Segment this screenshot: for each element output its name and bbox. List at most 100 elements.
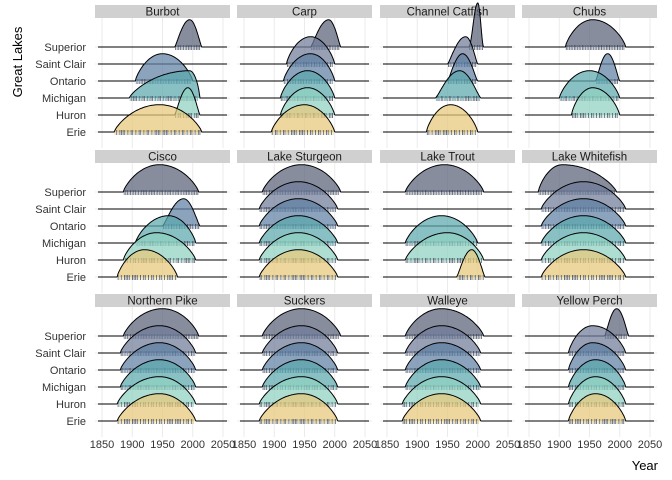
ridge-density-outline: [240, 342, 369, 371]
y-tick-label: Ontario: [50, 221, 86, 233]
ridge-density-outline: [383, 249, 512, 278]
ridge-density-fill: [120, 325, 196, 353]
facet-strip: [522, 150, 657, 163]
ridge-density-outline: [98, 393, 227, 422]
ridge-density-fill: [402, 393, 481, 421]
facet-strip-label: Suckers: [284, 296, 326, 308]
facet-strip-label: Lake Whitefish: [552, 152, 627, 164]
ridge-density-fill: [405, 164, 484, 192]
ridge-erie: [98, 249, 227, 280]
facet-panel: Carp: [237, 5, 372, 148]
x-tick-label: 2000: [181, 439, 205, 451]
x-tick-label: 1900: [262, 439, 286, 451]
y-axis-title: Great Lakes: [10, 26, 25, 97]
facet-strip: [380, 294, 515, 307]
ridge-density-outline: [240, 376, 369, 405]
x-tick-label: 1900: [547, 439, 571, 451]
facet-strip: [95, 150, 230, 163]
ridge-erie: [240, 249, 369, 280]
facet-panel: Lake Sturgeon: [237, 150, 372, 293]
ridge-density-outline: [98, 53, 227, 82]
ridge-density-outline: [525, 70, 654, 99]
ridge-density-outline: [525, 325, 654, 354]
ridge-superior: [525, 308, 654, 339]
facet-panel: Lake Whitefish: [522, 150, 657, 293]
x-tick-label: 1900: [405, 439, 429, 451]
x-tick-label: 1850: [375, 439, 399, 451]
ridge-density-fill: [123, 164, 199, 192]
ridge-density-outline: [525, 215, 654, 244]
y-tick-label: Superior: [44, 331, 86, 343]
y-tick-label: Superior: [44, 42, 86, 54]
facet-strip-label: Carp: [292, 7, 317, 19]
ridge-density-fill: [174, 87, 201, 115]
facet-strip: [237, 5, 372, 18]
facet-strip-label: Chubs: [573, 7, 606, 19]
ridge-density-outline: [383, 308, 512, 337]
ridge-density-outline: [525, 198, 654, 227]
ridge-density-fill: [568, 342, 626, 370]
ridge-density-fill: [120, 359, 196, 387]
ridge-superior: [525, 19, 654, 50]
facet-strip-label: Channel Catfish: [407, 7, 489, 19]
ridge-density-outline: [525, 249, 654, 278]
ridge-density-outline: [98, 342, 227, 371]
ridge-density-fill: [129, 70, 201, 98]
ridge-michigan: [383, 70, 512, 101]
ridge-density-fill: [541, 181, 626, 209]
ridge-density-outline: [240, 104, 369, 133]
x-tick-label: 2050: [496, 439, 520, 451]
ridge-density-outline: [525, 53, 654, 82]
ridge-density-fill: [559, 70, 620, 98]
ridge-density-fill: [541, 215, 626, 243]
facet-panel: Walleye: [380, 294, 515, 437]
ridge-density-fill: [405, 325, 481, 353]
ridge-density-outline: [383, 342, 512, 371]
y-tick-label: Superior: [44, 187, 86, 199]
ridge-density-fill: [262, 164, 341, 192]
ridge-density-outline: [525, 164, 654, 193]
x-axis-title: Year: [632, 458, 659, 473]
ridge-density-fill: [402, 376, 481, 404]
facet-panel: Channel Catfish: [380, 2, 515, 148]
ridge-density-fill: [447, 36, 478, 64]
ridge-density-fill: [259, 215, 338, 243]
ridge-density-fill: [123, 308, 199, 336]
ridge-erie: [383, 249, 512, 280]
y-tick-label: Huron: [56, 399, 86, 411]
ridge-density-fill: [259, 249, 338, 277]
ridge-density-fill: [456, 249, 486, 277]
ridge-density-outline: [525, 376, 654, 405]
ridge-density-outline: [383, 2, 512, 48]
ridge-density-fill: [541, 249, 626, 277]
y-tick-label: Erie: [66, 127, 86, 139]
ridge-density-outline: [383, 104, 512, 133]
ridge-density-outline: [383, 359, 512, 388]
ridge-density-outline: [525, 181, 654, 210]
ridge-density-outline: [383, 164, 512, 193]
ridge-density-outline: [240, 53, 369, 82]
ridge-density-fill: [286, 36, 335, 64]
ridge-density-fill: [435, 70, 481, 98]
x-tick-label: 1850: [517, 439, 541, 451]
facet-strip-label: Northern Pike: [127, 296, 197, 308]
ridge-density-fill: [262, 325, 338, 353]
y-tick-label: Michigan: [42, 238, 86, 250]
facet-strip: [380, 150, 515, 163]
ridge-density-outline: [525, 87, 654, 116]
y-tick-label: Huron: [56, 255, 86, 267]
ridge-density-fill: [571, 87, 620, 115]
facet-strip: [237, 150, 372, 163]
ridge-density-outline: [525, 342, 654, 371]
y-tick-label: Saint Clair: [35, 204, 86, 216]
ridge-density-outline: [383, 53, 512, 82]
ridge-density-fill: [114, 104, 202, 132]
facet-strip: [380, 5, 515, 18]
y-tick-label: Ontario: [50, 365, 86, 377]
ridge-density-fill: [541, 232, 626, 260]
ridge-huron: [525, 87, 654, 118]
y-tick-label: Saint Clair: [35, 348, 86, 360]
y-axis-labels: Erie Huron Michigan Ontario Saint Clair Super…: [35, 42, 86, 428]
y-tick-label: Erie: [66, 416, 86, 428]
